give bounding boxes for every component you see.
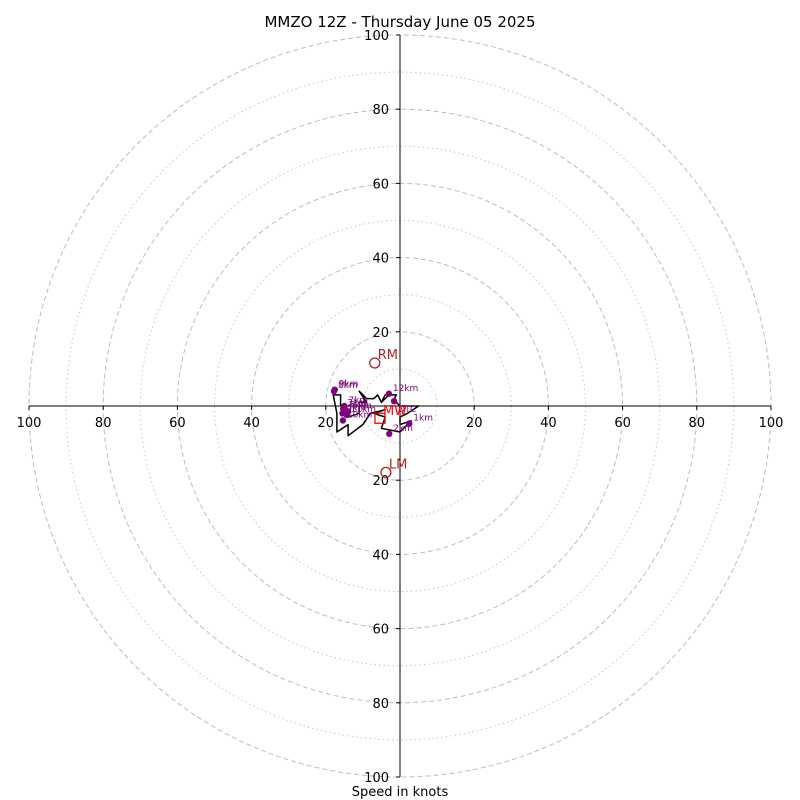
height-marker-label: 1km: [413, 413, 433, 423]
height-marker-dot: [385, 390, 393, 397]
height-marker-dot: [386, 430, 393, 438]
tick-label: 60: [372, 177, 389, 192]
tick-label: 100: [364, 771, 389, 786]
height-marker-label: 3km: [347, 399, 367, 409]
tick-label: 20: [372, 326, 389, 341]
mean-wind-label: MW: [383, 404, 407, 419]
storm-motion-marker: [369, 357, 381, 369]
tick-labels: 20 20 20 20 40 40 40 40 60 60 60 60 80 80 80 80 100 100 10…: [17, 29, 784, 786]
dtc-marker-dot: [390, 397, 398, 405]
height-marker-dot: [343, 411, 350, 419]
tick-label: 100: [759, 416, 784, 431]
height-marker-label: 11km: [351, 405, 376, 415]
tick-label: 20: [318, 416, 335, 431]
height-marker-label: 2km: [393, 424, 413, 434]
height-marker-label: 9km: [339, 380, 359, 390]
height-marker-dot: [341, 402, 348, 410]
storm-motion-markers: RM LM MW: [369, 348, 407, 479]
height-marker-label: 5km: [349, 400, 369, 410]
storm-motion-label: LM: [389, 457, 407, 472]
height-marker-dot: [406, 420, 413, 427]
height-marker-dot: [339, 417, 347, 424]
tick-label: 20: [372, 474, 389, 489]
x-axis-label: Speed in knots: [352, 785, 449, 800]
dtc-label: DTC: [398, 405, 416, 415]
tick-label: 60: [169, 416, 186, 431]
tick-label: 60: [372, 623, 389, 638]
tick-label: 80: [372, 103, 389, 118]
height-marker-label: 12km: [393, 384, 418, 394]
tick-label: 80: [689, 416, 706, 431]
height-marker-label: 8km: [338, 381, 358, 391]
tick-label: 20: [466, 416, 483, 431]
height-marker-label: 6km: [352, 402, 372, 412]
tick-label: 100: [17, 416, 42, 431]
height-marker-label: 7km: [348, 396, 368, 406]
tick-label: 60: [614, 416, 631, 431]
storm-motion-label: RM: [378, 348, 398, 363]
hodograph-trace-group: [332, 390, 420, 437]
tick-label: 80: [372, 697, 389, 712]
tick-label: 40: [540, 416, 557, 431]
tick-label: 40: [372, 548, 389, 563]
mean-wind-marker: [374, 412, 386, 424]
height-marker-label: 4km: [346, 403, 366, 413]
tick-label: 80: [95, 416, 112, 431]
storm-motion-marker: [380, 466, 392, 479]
tick-label: 40: [243, 416, 260, 431]
height-marker-dot: [331, 386, 338, 393]
tick-label: 100: [364, 29, 389, 44]
chart-title: MMZO 12Z - Thursday June 05 2025: [264, 13, 535, 31]
hodograph-trace: [332, 390, 420, 437]
height-marker-label: 10km: [347, 410, 372, 420]
tick-label: 40: [372, 252, 389, 267]
